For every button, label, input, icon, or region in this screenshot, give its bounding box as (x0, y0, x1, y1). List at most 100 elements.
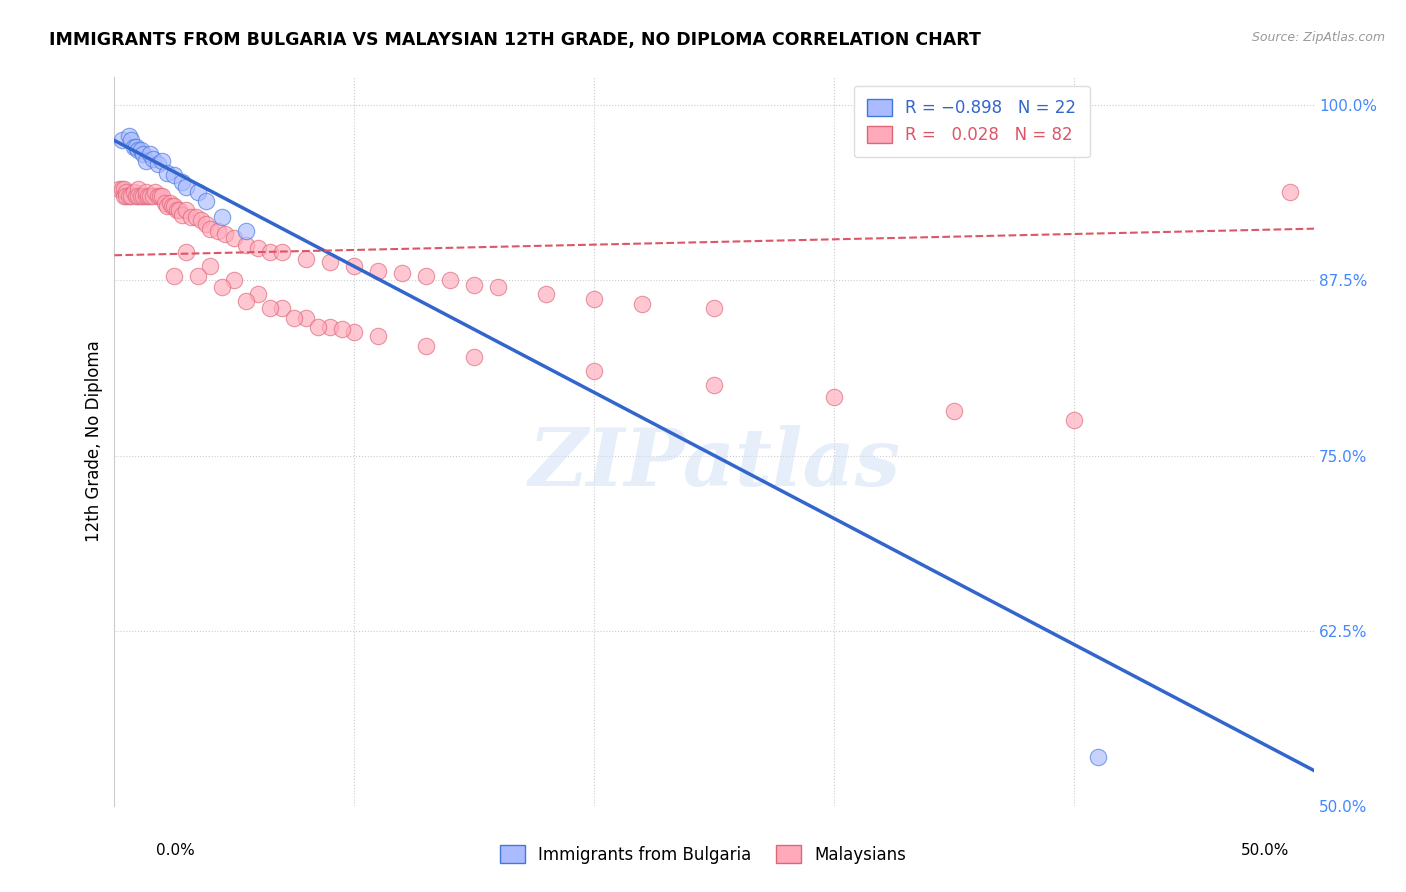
Point (439, 273, 461, 287)
Point (224, 231, 246, 245)
Point (143, 186, 166, 200)
Point (235, 238, 257, 252)
Point (120, 189, 142, 203)
Point (271, 245, 294, 260)
Point (122, 186, 145, 200)
Point (167, 203, 190, 218)
Point (110, 182, 132, 196)
Point (187, 186, 209, 200)
Point (259, 245, 281, 260)
Point (115, 186, 138, 200)
Point (343, 326, 366, 340)
Point (159, 196, 181, 211)
Point (135, 154, 157, 169)
Point (120, 133, 142, 147)
Point (153, 196, 176, 211)
Point (235, 294, 257, 309)
Point (135, 186, 157, 200)
Point (136, 189, 159, 203)
Point (139, 189, 162, 203)
Point (536, 287, 558, 301)
Point (235, 224, 257, 238)
Point (194, 218, 217, 232)
Point (118, 129, 141, 144)
Point (463, 277, 485, 292)
Text: ZIPatlas: ZIPatlas (529, 425, 900, 502)
Point (146, 189, 169, 203)
Point (1063, 413, 1085, 427)
Point (170, 208, 193, 222)
Point (112, 182, 135, 196)
Point (343, 260, 366, 274)
Legend: Immigrants from Bulgaria, Malaysians: Immigrants from Bulgaria, Malaysians (494, 838, 912, 871)
Point (132, 147, 155, 161)
Point (200, 221, 222, 235)
Point (259, 301, 281, 316)
Point (115, 189, 138, 203)
Point (180, 211, 202, 225)
Point (415, 339, 437, 353)
Point (1279, 186, 1302, 200)
Point (187, 269, 209, 284)
Point (703, 378, 725, 392)
Point (127, 189, 149, 203)
Point (211, 280, 233, 294)
Point (1087, 749, 1109, 764)
Point (163, 269, 186, 284)
Text: 50.0%: 50.0% (1241, 843, 1289, 858)
Point (176, 179, 198, 194)
Point (319, 319, 342, 334)
Point (184, 211, 207, 225)
Point (415, 269, 437, 284)
Point (176, 245, 198, 260)
Point (211, 211, 233, 225)
Point (367, 263, 389, 277)
Point (127, 143, 149, 157)
Point (307, 319, 329, 334)
Point (156, 166, 179, 180)
Point (247, 241, 270, 255)
Point (190, 213, 212, 227)
Point (142, 189, 165, 203)
Point (823, 390, 845, 404)
Point (486, 280, 509, 294)
Point (108, 182, 131, 196)
Point (122, 140, 145, 154)
Y-axis label: 12th Grade, No Diploma: 12th Grade, No Diploma (86, 341, 103, 542)
Point (163, 199, 186, 213)
Point (125, 140, 148, 154)
Text: 0.0%: 0.0% (156, 843, 195, 858)
Point (583, 364, 606, 378)
Point (152, 154, 174, 169)
Point (125, 189, 148, 203)
Point (160, 199, 183, 213)
Point (391, 267, 413, 281)
Point (163, 169, 186, 183)
Point (295, 252, 318, 267)
Point (152, 189, 174, 203)
Point (295, 311, 318, 326)
Point (367, 329, 389, 343)
Point (200, 260, 222, 274)
Point (943, 403, 966, 417)
Text: IMMIGRANTS FROM BULGARIA VS MALAYSIAN 12TH GRADE, NO DIPLOMA CORRELATION CHART: IMMIGRANTS FROM BULGARIA VS MALAYSIAN 12… (49, 31, 981, 49)
Point (129, 143, 152, 157)
Point (110, 133, 132, 147)
Point (156, 199, 179, 213)
Legend: R = −0.898   N = 22, R =   0.028   N = 82: R = −0.898 N = 22, R = 0.028 N = 82 (853, 86, 1090, 157)
Point (139, 147, 162, 161)
Point (132, 189, 155, 203)
Point (176, 203, 198, 218)
Point (631, 297, 654, 311)
Point (583, 292, 606, 306)
Point (703, 301, 725, 316)
Point (224, 273, 246, 287)
Point (319, 255, 342, 269)
Point (207, 224, 229, 238)
Text: Source: ZipAtlas.com: Source: ZipAtlas.com (1251, 31, 1385, 45)
Point (149, 189, 172, 203)
Point (135, 189, 157, 203)
Point (142, 152, 165, 166)
Point (194, 194, 217, 208)
Point (271, 301, 294, 316)
